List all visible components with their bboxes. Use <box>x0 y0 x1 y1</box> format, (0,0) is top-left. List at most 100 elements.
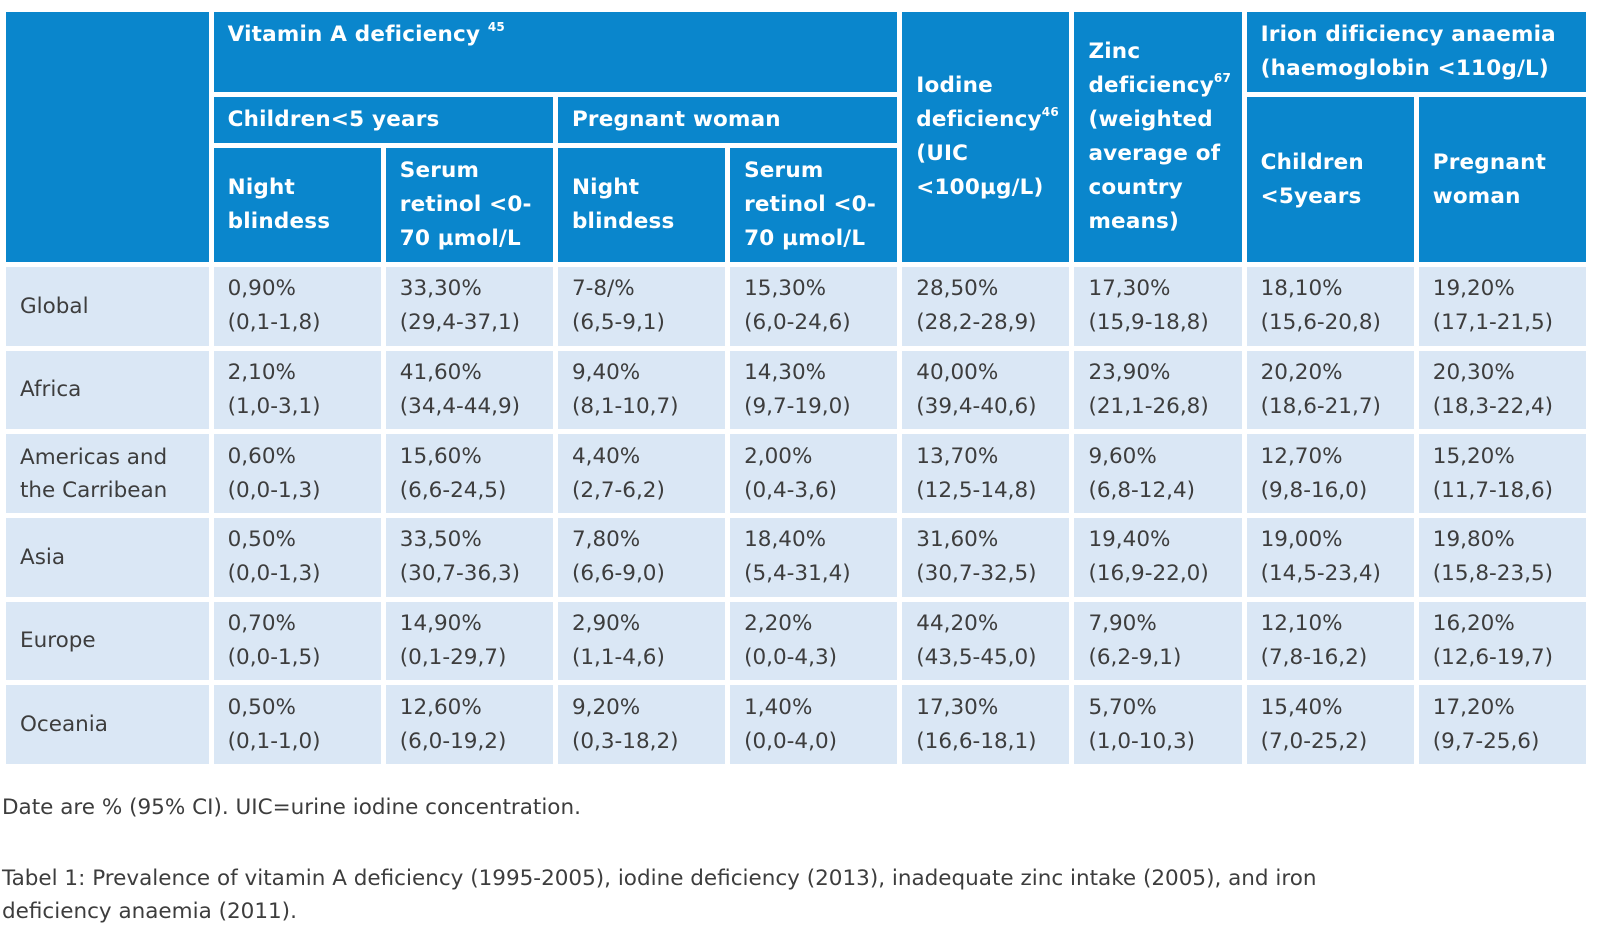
iron-header: Irion dificiency anaemia (haemoglobin <1… <box>1246 12 1586 92</box>
prevalence-value: 13,70% <box>916 443 999 469</box>
table-row: Americas and the Carribean 0,60% (0,0-1,3)… <box>6 434 1586 513</box>
confidence-interval: (15,6-20,8) <box>1260 310 1381 336</box>
confidence-interval: (0,1-1,0) <box>227 728 321 754</box>
value-cell: 1,40% (0,0-4,0) <box>730 685 898 764</box>
table-row: Africa 2,10% (1,0-3,1) 41,60% (34,4-44,9) 9,4… <box>6 350 1586 430</box>
confidence-interval: (39,4-40,6) <box>916 393 1037 419</box>
value-cell: 12,60% (6,0-19,2) <box>385 685 553 764</box>
prevalence-value: 0,60% <box>227 443 296 469</box>
confidence-interval: (0,0-1,3) <box>227 477 321 503</box>
value-cell: 2,20% (0,0-4,3) <box>730 601 898 681</box>
value-cell: 5,70% (1,0-10,3) <box>1074 685 1242 764</box>
confidence-interval: (7,8-16,2) <box>1260 644 1368 670</box>
prevalence-value: 12,70% <box>1260 443 1343 469</box>
confidence-interval: (0,3-18,2) <box>571 728 679 754</box>
prevalence-value: 0,50% <box>227 694 296 720</box>
confidence-interval: (30,7-36,3) <box>399 561 521 587</box>
value-cell: 14,90% (0,1-29,7) <box>385 601 553 681</box>
value-cell: 33,50% (30,7-36,3) <box>385 517 553 597</box>
confidence-interval: (30,7-32,5) <box>916 561 1037 587</box>
region-cell: Oceania <box>6 685 209 764</box>
table-row: Oceania 0,50% (0,1-1,0) 12,60% (6,0-19,2) 9,2… <box>6 685 1586 764</box>
value-cell: 28,50% (28,2-28,9) <box>902 267 1070 346</box>
prevalence-value: 33,30% <box>399 276 482 302</box>
prevalence-value: 18,10% <box>1260 276 1343 302</box>
value-cell: 15,60% (6,6-24,5) <box>385 434 553 513</box>
prevalence-value: 0,90% <box>227 276 296 302</box>
confidence-interval: (6,6-9,0) <box>571 561 665 587</box>
confidence-interval: (8,1-10,7) <box>571 393 679 419</box>
prevalence-value: 1,40% <box>744 694 813 720</box>
confidence-interval: (6,5-9,1) <box>571 310 665 336</box>
value-cell: 9,20% (0,3-18,2) <box>557 685 726 764</box>
prevalence-value: 9,60% <box>1088 443 1157 469</box>
value-cell: 0,50% (0,0-1,3) <box>213 517 381 597</box>
value-cell: 16,20% (12,6-19,7) <box>1418 601 1586 681</box>
zinc-header: Zinc deficiency67 (weighted average of c… <box>1074 12 1242 262</box>
confidence-interval: (16,9-22,0) <box>1088 561 1209 587</box>
prevalence-value: 23,90% <box>1088 359 1171 385</box>
prevalence-value: 16,20% <box>1432 610 1515 636</box>
pregnant-woman-header: Pregnant woman <box>557 97 898 143</box>
prevalence-value: 14,30% <box>744 359 827 385</box>
value-cell: 4,40% (2,7-6,2) <box>557 434 726 513</box>
table-row: Global 0,90% (0,1-1,8) 33,30% (29,4-37,1) 7-8… <box>6 267 1586 346</box>
confidence-interval: (6,0-24,6) <box>744 310 851 336</box>
value-cell: 41,60% (34,4-44,9) <box>385 350 553 430</box>
prevalence-value: 12,10% <box>1260 610 1343 636</box>
iron-pregnant-header: Pregnant woman <box>1418 97 1586 262</box>
vitamin-a-header: Vitamin A deficiency 45 <box>213 12 898 92</box>
confidence-interval: (16,6-18,1) <box>916 728 1037 754</box>
prevalence-value: 9,20% <box>571 694 641 720</box>
prevalence-value: 28,50% <box>916 276 999 302</box>
confidence-interval: (0,1-29,7) <box>399 644 507 670</box>
night-blindness-children-header: Night blindess <box>213 148 381 262</box>
prevalence-value: 15,20% <box>1432 443 1515 469</box>
confidence-interval: (9,7-19,0) <box>744 393 851 419</box>
value-cell: 33,30% (29,4-37,1) <box>385 267 553 346</box>
confidence-interval: (6,6-24,5) <box>399 477 507 503</box>
confidence-interval: (6,2-9,1) <box>1088 644 1182 670</box>
confidence-interval: (0,0-4,0) <box>744 728 838 754</box>
prevalence-value: 9,40% <box>571 359 641 385</box>
prevalence-value: 44,20% <box>916 610 999 636</box>
confidence-interval: (21,1-26,8) <box>1088 393 1209 419</box>
confidence-interval: (1,0-10,3) <box>1088 728 1196 754</box>
value-cell: 18,10% (15,6-20,8) <box>1246 267 1414 346</box>
confidence-interval: (28,2-28,9) <box>916 310 1037 336</box>
value-cell: 19,20% (17,1-21,5) <box>1418 267 1586 346</box>
value-cell: 0,70% (0,0-1,5) <box>213 601 381 681</box>
value-cell: 44,20% (43,5-45,0) <box>902 601 1070 681</box>
value-cell: 15,40% (7,0-25,2) <box>1246 685 1414 764</box>
value-cell: 0,60% (0,0-1,3) <box>213 434 381 513</box>
confidence-interval: (15,8-23,5) <box>1432 561 1554 587</box>
value-cell: 2,10% (1,0-3,1) <box>213 350 381 430</box>
value-cell: 9,60% (6,8-12,4) <box>1074 434 1242 513</box>
confidence-interval: (0,4-3,6) <box>744 477 838 503</box>
prevalence-value: 40,00% <box>916 359 999 385</box>
confidence-interval: (12,5-14,8) <box>916 477 1037 503</box>
value-cell: 9,40% (8,1-10,7) <box>557 350 726 430</box>
prevalence-value: 18,40% <box>744 527 827 553</box>
prevalence-value: 15,30% <box>744 276 827 302</box>
value-cell: 15,30% (6,0-24,6) <box>730 267 898 346</box>
prevalence-value: 14,90% <box>399 610 482 636</box>
prevalence-value: 41,60% <box>399 359 482 385</box>
prevalence-value: 19,80% <box>1432 527 1515 553</box>
value-cell: 20,20% (18,6-21,7) <box>1246 350 1414 430</box>
confidence-interval: (15,9-18,8) <box>1088 310 1209 336</box>
prevalence-value: 17,30% <box>1088 276 1171 302</box>
prevalence-value: 7,80% <box>571 527 641 553</box>
prevalence-value: 0,50% <box>227 527 296 553</box>
table-header: Vitamin A deficiency 45 Iodine deficienc… <box>6 12 1586 262</box>
confidence-interval: (5,4-31,4) <box>744 561 851 587</box>
serum-retinol-pregnant-header: Serum retinol <0-70 µmol/L <box>730 148 898 262</box>
prevalence-value: 15,40% <box>1260 694 1343 720</box>
confidence-interval: (1,1-4,6) <box>571 644 665 670</box>
region-cell: Americas and the Carribean <box>6 434 209 513</box>
value-cell: 12,10% (7,8-16,2) <box>1246 601 1414 681</box>
value-cell: 0,50% (0,1-1,0) <box>213 685 381 764</box>
confidence-interval: (43,5-45,0) <box>916 644 1037 670</box>
value-cell: 19,00% (14,5-23,4) <box>1246 517 1414 597</box>
value-cell: 12,70% (9,8-16,0) <box>1246 434 1414 513</box>
